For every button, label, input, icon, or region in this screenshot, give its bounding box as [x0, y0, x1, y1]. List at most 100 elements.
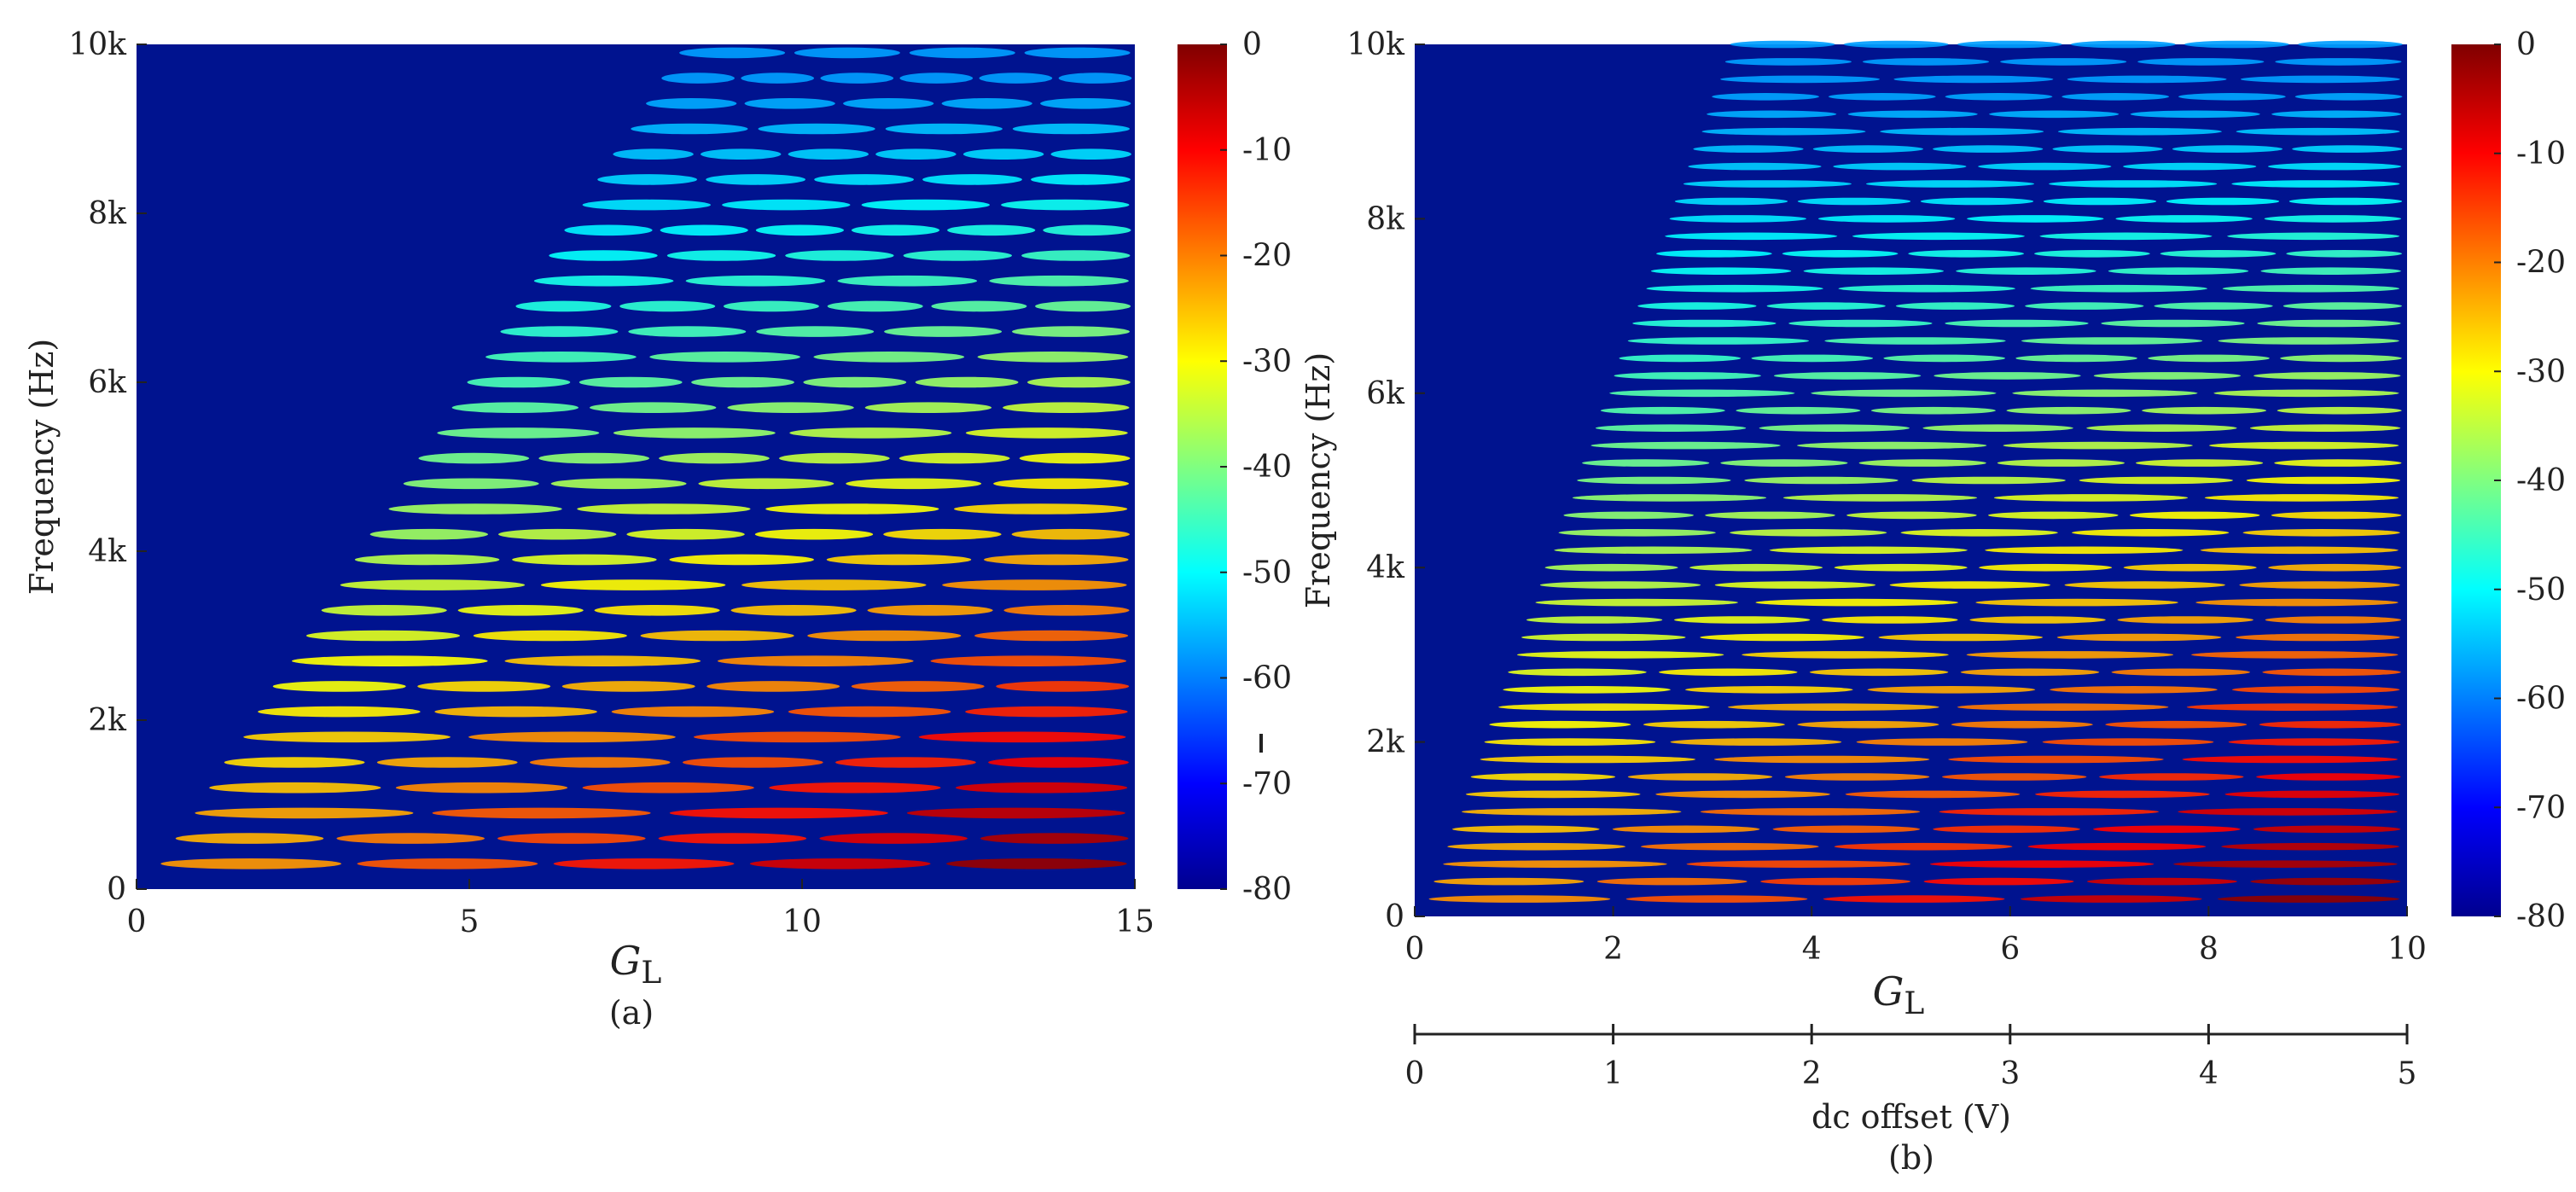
harmonic-band	[1526, 616, 1663, 624]
harmonic-band	[2035, 790, 2210, 799]
harmonic-band	[1031, 174, 1131, 185]
harmonic-band	[1451, 825, 1600, 834]
harmonic-band	[1582, 459, 1710, 467]
harmonic-band	[984, 554, 1129, 566]
harmonic-band	[765, 503, 939, 515]
harmonic-band	[1773, 372, 1922, 380]
harmonic-band	[1967, 215, 2104, 223]
harmonic-band	[1878, 633, 2044, 642]
harmonic-band	[646, 98, 737, 109]
harmonic-band	[962, 148, 1044, 160]
harmonic-band	[2043, 197, 2157, 206]
harmonic-band	[613, 148, 694, 160]
harmonic-band	[658, 833, 807, 844]
harmonic-band	[2182, 755, 2398, 764]
harmonic-band	[486, 352, 637, 363]
harmonic-band	[1650, 267, 1792, 276]
harmonic-band	[417, 681, 551, 692]
harmonic-band	[1689, 563, 1823, 572]
harmonic-band	[2072, 529, 2230, 537]
harmonic-band	[1844, 40, 1949, 49]
harmonic-band	[1554, 546, 1753, 555]
harmonic-band	[1609, 389, 1795, 398]
harmonic-band	[1979, 563, 2113, 572]
harmonic-band	[1019, 452, 1131, 464]
y-tick-label: 8k	[88, 196, 127, 231]
harmonic-band	[956, 782, 1128, 794]
harmonic-band	[2264, 215, 2402, 223]
harmonic-band	[744, 98, 835, 109]
harmonic-band	[1484, 738, 1656, 746]
harmonic-band	[640, 630, 794, 642]
harmonic-band	[1736, 406, 1861, 415]
harmonic-band	[2275, 58, 2402, 66]
harmonic-band	[946, 858, 1127, 869]
harmonic-band	[2025, 302, 2144, 310]
harmonic-band	[2006, 406, 2131, 415]
harmonic-band	[2218, 895, 2399, 903]
harmonic-band	[2277, 406, 2402, 415]
harmonic-band	[669, 554, 814, 566]
harmonic-band	[2246, 476, 2401, 485]
harmonic-band	[730, 605, 857, 616]
harmonic-band	[2222, 284, 2399, 293]
harmonic-band	[1920, 197, 2034, 206]
harmonic-band	[1993, 494, 2189, 502]
x-tick-label: 10	[782, 904, 822, 939]
harmonic-band	[1948, 755, 2164, 764]
harmonic-band	[1714, 581, 1876, 589]
harmonic-band	[2259, 720, 2401, 729]
harmonic-band	[2224, 790, 2400, 799]
harmonic-band	[1670, 738, 1842, 746]
harmonic-band	[1988, 511, 2119, 520]
harmonic-band	[1823, 895, 2005, 903]
harmonic-band	[2204, 494, 2399, 502]
harmonic-band	[1769, 546, 1968, 555]
colorbar-tick-label: -60	[2516, 682, 2566, 717]
harmonic-band	[1933, 372, 2081, 380]
harmonic-band	[718, 655, 914, 666]
harmonic-band	[1433, 877, 1585, 886]
harmonic-band	[1797, 441, 1987, 450]
harmonic-band	[1516, 651, 1724, 659]
harmonic-band	[2130, 110, 2260, 119]
harmonic-band	[2195, 598, 2399, 607]
harmonic-band	[1693, 145, 1804, 153]
harmonic-band	[723, 300, 819, 312]
harmonic-band	[553, 858, 735, 869]
harmonic-band	[467, 376, 571, 388]
harmonic-band	[1503, 686, 1671, 694]
harmonic-band	[769, 782, 941, 794]
harmonic-band	[2236, 633, 2400, 642]
harmonic-band	[1707, 110, 1837, 119]
harmonic-band	[1700, 633, 1864, 642]
harmonic-band	[1742, 651, 1949, 659]
harmonic-band	[2021, 895, 2202, 903]
harmonic-band	[1893, 75, 2054, 84]
harmonic-band	[1862, 58, 1990, 66]
x-tick-label: 8	[2199, 932, 2218, 967]
harmonic-band	[631, 123, 748, 135]
harmonic-band	[1975, 598, 2178, 607]
harmonic-band	[457, 605, 584, 616]
harmonic-band	[2061, 93, 2170, 101]
harmonic-band	[2166, 197, 2280, 206]
harmonic-band	[789, 427, 952, 439]
harmonic-band	[954, 503, 1128, 515]
harmonic-band	[1966, 651, 2174, 659]
harmonic-band	[1590, 441, 1781, 450]
harmonic-band	[2086, 877, 2237, 886]
harmonic-band	[2123, 563, 2257, 572]
harmonic-band	[2086, 424, 2237, 433]
harmonic-band	[1730, 40, 1835, 49]
harmonic-band	[1724, 58, 1852, 66]
colorbar-tick-label: -10	[1242, 133, 1292, 168]
harmonic-band	[2178, 93, 2286, 101]
harmonic-band	[2286, 250, 2403, 258]
harmonic-band	[1544, 563, 1678, 572]
panel-b-y-ticks: 0 2k 4k 6k 8k 10k	[1346, 27, 1425, 934]
harmonic-band	[1713, 755, 1930, 764]
harmonic-band	[1443, 860, 1667, 868]
harmonic-band	[1625, 895, 1808, 903]
y-tick-label: 4k	[88, 534, 127, 569]
